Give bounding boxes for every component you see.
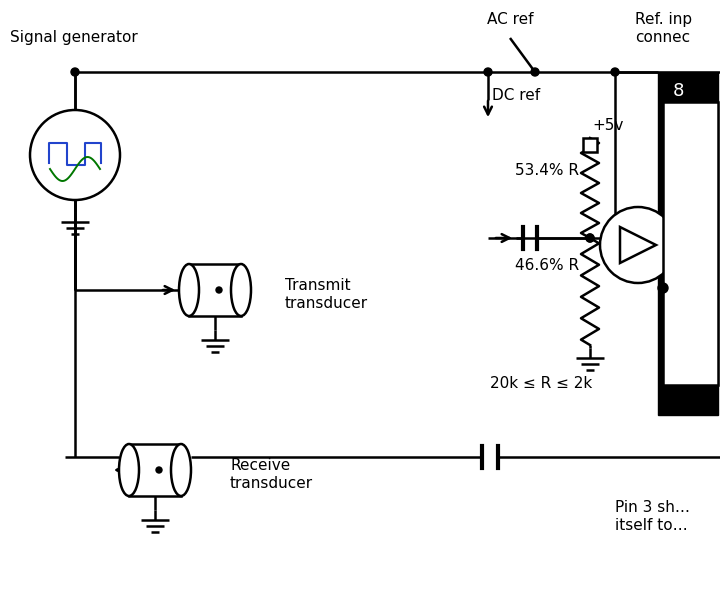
Text: Signal generator: Signal generator	[10, 30, 138, 45]
Text: transducer: transducer	[285, 296, 368, 311]
Text: 53.4% R: 53.4% R	[515, 163, 579, 178]
Circle shape	[30, 110, 120, 200]
Bar	[658, 72, 718, 415]
Ellipse shape	[179, 264, 199, 316]
Text: Pin 3 sh…: Pin 3 sh…	[615, 500, 690, 515]
Text: transducer: transducer	[230, 476, 313, 491]
Text: +5v: +5v	[592, 118, 624, 133]
Circle shape	[586, 234, 594, 242]
Circle shape	[484, 68, 492, 76]
Ellipse shape	[231, 264, 251, 316]
Circle shape	[531, 68, 539, 76]
Text: 20k ≤ R ≤ 2k: 20k ≤ R ≤ 2k	[490, 376, 593, 391]
Text: DC ref: DC ref	[492, 88, 540, 103]
Text: 8: 8	[673, 82, 685, 100]
Circle shape	[611, 68, 619, 76]
Circle shape	[600, 207, 676, 283]
Ellipse shape	[119, 444, 139, 496]
Circle shape	[216, 287, 222, 293]
Text: connec: connec	[635, 30, 690, 45]
Polygon shape	[620, 227, 656, 263]
Bar	[129, 444, 181, 496]
Circle shape	[658, 283, 668, 293]
Circle shape	[586, 234, 594, 242]
Text: 46.6% R: 46.6% R	[515, 258, 579, 273]
Text: AC ref: AC ref	[487, 12, 534, 27]
Circle shape	[71, 68, 79, 76]
Bar	[583, 138, 597, 152]
Text: Receive: Receive	[230, 458, 290, 473]
Text: Ref. inp: Ref. inp	[635, 12, 692, 27]
Bar	[663, 102, 718, 385]
Text: Transmit: Transmit	[285, 278, 351, 293]
Circle shape	[156, 467, 162, 473]
Bar	[189, 264, 241, 316]
Text: itself to…: itself to…	[615, 518, 688, 533]
Ellipse shape	[171, 444, 191, 496]
